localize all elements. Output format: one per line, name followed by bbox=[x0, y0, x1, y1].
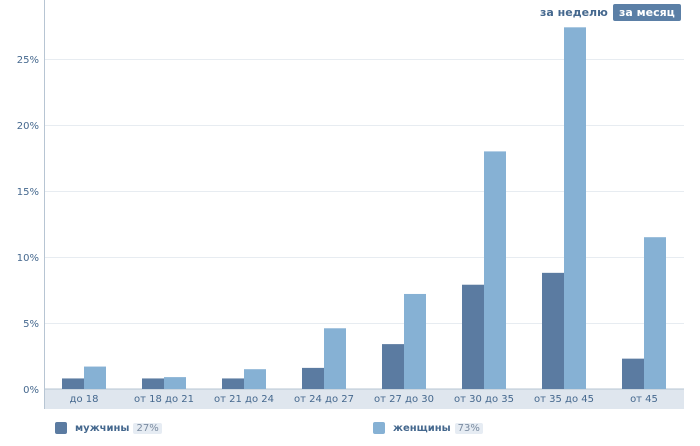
bar-men[interactable] bbox=[462, 284, 484, 389]
legend-label-women: женщины bbox=[393, 422, 451, 434]
legend-item-women[interactable]: женщины 73% bbox=[373, 421, 483, 435]
x-axis-ticks: до 18 от 18 до 21 от 21 до 24 от 24 до 27 от… bbox=[70, 394, 658, 405]
legend-value-women: 73% bbox=[454, 422, 483, 434]
period-month-button[interactable]: за месяц bbox=[613, 4, 681, 21]
x-tick-label: от 30 до 35 bbox=[454, 394, 514, 405]
legend-item-men[interactable]: мужчины 27% bbox=[55, 421, 162, 435]
bar-women[interactable] bbox=[164, 377, 186, 389]
bar-men[interactable] bbox=[62, 378, 84, 389]
y-axis-ticks: 0% 5% 10% 15% 20% 25% bbox=[17, 55, 39, 396]
bar-men[interactable] bbox=[382, 344, 404, 389]
x-tick-label: от 18 до 21 bbox=[134, 394, 194, 405]
legend-value-men: 27% bbox=[133, 422, 162, 434]
x-axis-band bbox=[44, 389, 684, 409]
bar-women[interactable] bbox=[564, 27, 586, 389]
x-tick-label: от 24 до 27 bbox=[294, 394, 354, 405]
y-tick-label: 25% bbox=[17, 55, 39, 66]
plot-area-bg bbox=[44, 0, 684, 389]
x-tick-label: от 21 до 24 bbox=[214, 394, 274, 405]
y-tick-label: 20% bbox=[17, 121, 39, 132]
bar-women[interactable] bbox=[84, 366, 106, 389]
y-tick-label: 5% bbox=[23, 319, 39, 330]
y-tick-label: 10% bbox=[17, 253, 39, 264]
bar-women[interactable] bbox=[244, 369, 266, 389]
bar-men[interactable] bbox=[542, 272, 564, 389]
bars bbox=[62, 27, 666, 389]
bar-women[interactable] bbox=[484, 151, 506, 389]
y-tick-label: 0% bbox=[23, 385, 39, 396]
bar-men[interactable] bbox=[302, 367, 324, 389]
period-week-link[interactable]: за неделю bbox=[540, 6, 608, 19]
x-tick-label: до 18 bbox=[70, 394, 99, 405]
bar-men[interactable] bbox=[622, 358, 644, 389]
bar-men[interactable] bbox=[142, 378, 164, 389]
legend-swatch-women bbox=[373, 422, 385, 434]
x-tick-label: от 27 до 30 bbox=[374, 394, 434, 405]
legend-swatch-men bbox=[55, 422, 67, 434]
bar-women[interactable] bbox=[324, 328, 346, 389]
bar-women[interactable] bbox=[644, 237, 666, 389]
bar-men[interactable] bbox=[222, 378, 244, 389]
bar-women[interactable] bbox=[404, 293, 426, 389]
x-tick-label: от 45 bbox=[630, 394, 658, 405]
legend-label-men: мужчины bbox=[75, 422, 130, 434]
y-tick-label: 15% bbox=[17, 187, 39, 198]
x-tick-label: от 35 до 45 bbox=[534, 394, 594, 405]
